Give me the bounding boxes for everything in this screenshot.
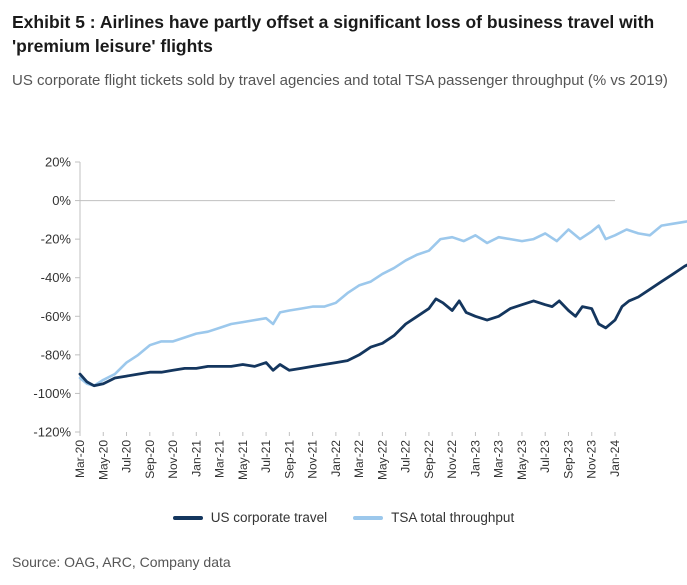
x-tick-label: May-22: [375, 440, 389, 480]
y-tick-label: 20%: [45, 155, 71, 170]
y-tick-label: -20%: [41, 232, 72, 247]
legend-label-tsa: TSA total throughput: [391, 510, 515, 525]
x-tick-label: Nov-21: [306, 440, 320, 479]
x-tick-label: Sep-20: [143, 440, 157, 479]
chart-subtitle: US corporate flight tickets sold by trav…: [12, 72, 668, 89]
x-tick-label: Nov-20: [166, 440, 180, 479]
x-tick-label: Jan-23: [468, 440, 482, 477]
x-tick-label: Sep-22: [422, 440, 436, 479]
x-tick-label: Mar-22: [352, 440, 366, 478]
y-tick-label: -120%: [33, 425, 71, 440]
y-tick-label: -80%: [41, 347, 72, 362]
x-tick-label: Mar-20: [73, 440, 87, 478]
x-tick-label: May-23: [515, 440, 529, 480]
y-tick-label: -40%: [41, 270, 72, 285]
x-tick-label: Jan-21: [189, 440, 203, 477]
legend-label-corporate: US corporate travel: [210, 510, 328, 525]
x-tick-label: Jan-24: [608, 440, 622, 477]
x-tick-label: May-21: [236, 440, 250, 480]
y-tick-label: 0%: [52, 193, 71, 208]
x-tick-label: May-20: [96, 440, 110, 480]
x-tick-label: Jul-20: [120, 440, 134, 473]
x-tick-label: Sep-23: [561, 440, 575, 479]
legend-swatch-corporate: [172, 515, 203, 520]
legend-item-corporate: US corporate travel: [172, 510, 328, 525]
x-tick-label: Jul-23: [538, 440, 552, 473]
source-note: Source: OAG, ARC, Company data: [12, 554, 231, 570]
y-tick-label: -100%: [33, 386, 71, 401]
series-line-tsa: [78, 220, 687, 387]
x-tick-label: Mar-23: [492, 440, 506, 478]
legend: US corporate travel TSA total throughput: [0, 510, 687, 525]
x-tick-label: Nov-22: [445, 440, 459, 479]
x-tick-label: Mar-21: [213, 440, 227, 478]
y-tick-label: -60%: [41, 309, 72, 324]
x-tick-label: Jul-21: [259, 440, 273, 473]
x-tick-label: Nov-23: [585, 440, 599, 479]
chart-title: Exhibit 5 : Airlines have partly offset …: [12, 12, 655, 56]
series-line-corporate: [78, 263, 687, 388]
x-tick-label: Jan-22: [329, 440, 343, 477]
x-tick-label: Sep-21: [282, 440, 296, 479]
x-tick-label: Jul-22: [399, 440, 413, 473]
legend-item-tsa: TSA total throughput: [353, 510, 514, 525]
legend-swatch-tsa: [353, 515, 384, 520]
